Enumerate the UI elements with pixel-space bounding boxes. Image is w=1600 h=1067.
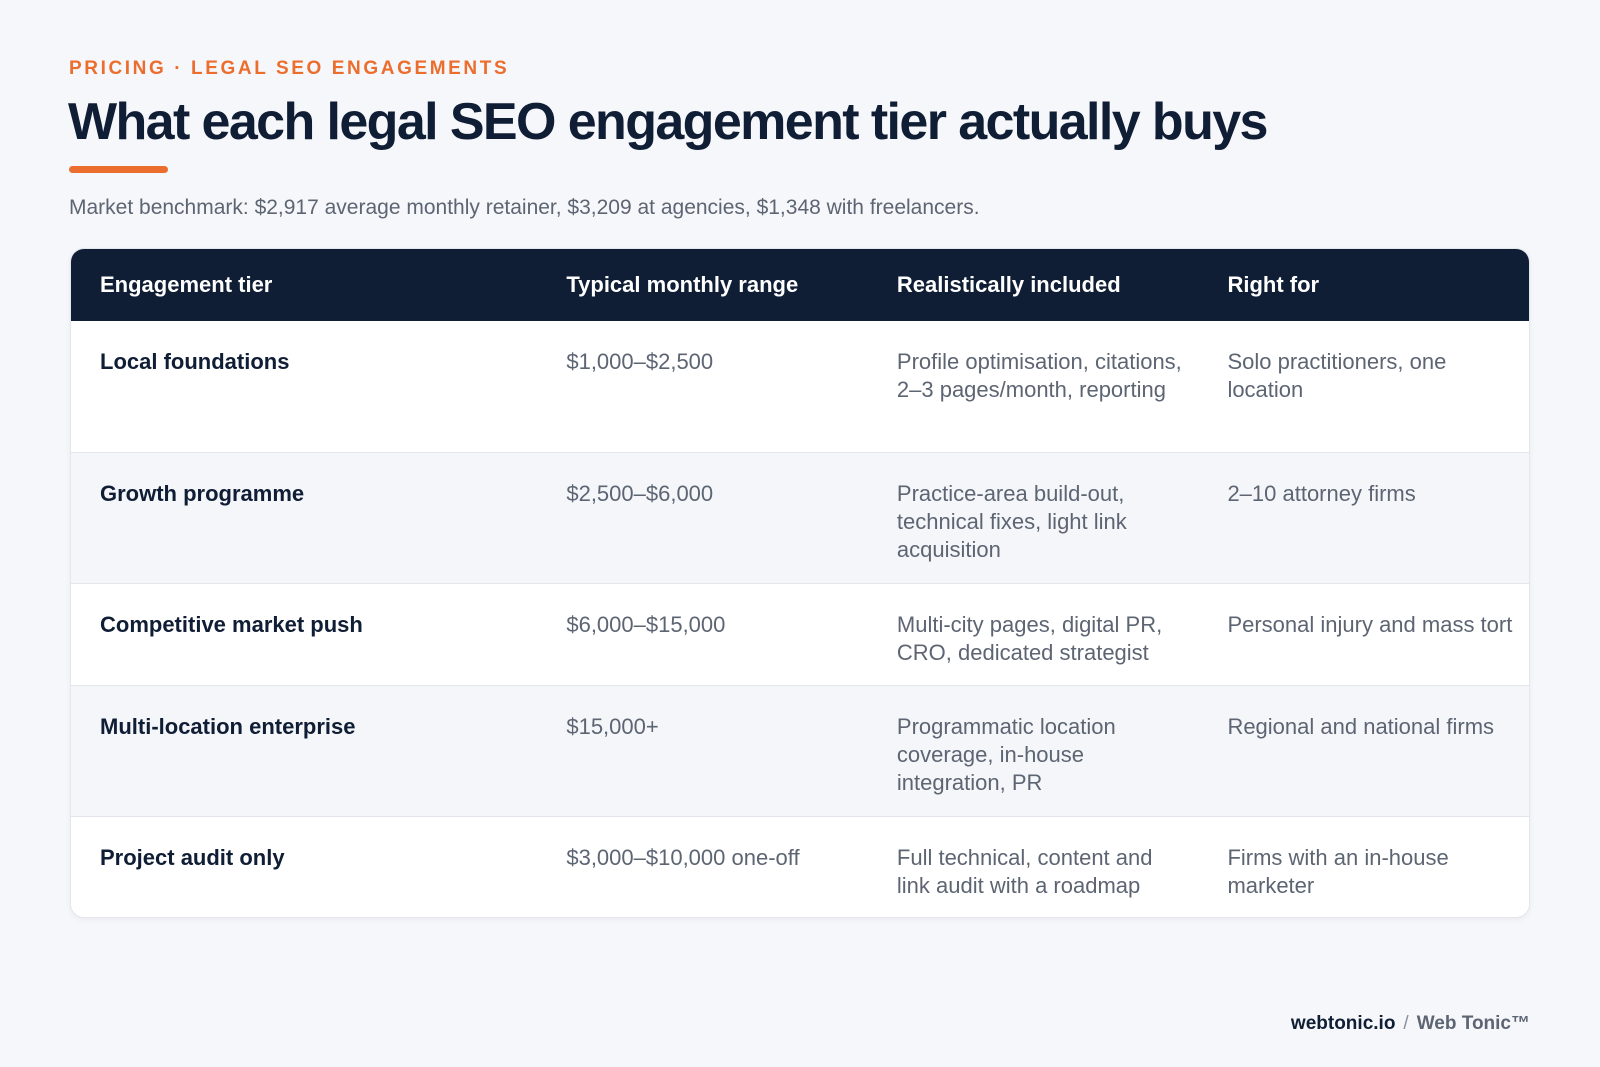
column-header-right-for: Right for <box>1227 272 1320 297</box>
footer-separator: / <box>1403 1013 1409 1034</box>
right-for-cell: 2–10 attorney firms <box>1227 481 1416 506</box>
range-cell: $2,500–$6,000 <box>566 481 714 506</box>
column-header-range: Typical monthly range <box>566 272 799 297</box>
included-cell: Full technical, content and link audit w… <box>896 845 1153 898</box>
table-row: Project audit only $3,000–$10,000 one-of… <box>71 816 1529 917</box>
tier-cell: Project audit only <box>100 845 285 870</box>
table-row: Growth programme $2,500–$6,000 Practice-… <box>71 452 1529 583</box>
tier-cell: Local foundations <box>100 349 290 374</box>
kicker-label: PRICING · LEGAL SEO ENGAGEMENTS <box>69 58 510 79</box>
tier-cell: Growth programme <box>100 481 305 506</box>
right-for-cell: Solo practitioners, one location <box>1227 349 1447 402</box>
right-for-cell: Regional and national firms <box>1227 714 1495 739</box>
right-for-cell: Firms with an in-house marketer <box>1227 845 1449 898</box>
benchmark-subtitle: Market benchmark: $2,917 average monthly… <box>69 196 980 219</box>
table-row: Multi-location enterprise $15,000+ Progr… <box>71 685 1529 816</box>
range-cell: $1,000–$2,500 <box>566 349 714 374</box>
column-header-included: Realistically included <box>896 272 1121 297</box>
footer-site-link[interactable]: webtonic.io <box>1290 1013 1396 1034</box>
range-cell: $3,000–$10,000 one-off <box>566 845 800 870</box>
range-cell: $6,000–$15,000 <box>566 612 726 637</box>
footer-credit: webtonic.io / Web Tonic™ <box>1291 1013 1530 1035</box>
included-cell: Multi-city pages, digital PR, CRO, dedic… <box>896 612 1163 665</box>
included-cell: Practice-area build-out, technical fixes… <box>896 481 1127 562</box>
table-header: Engagement tier Typical monthly range Re… <box>71 249 1529 321</box>
pricing-table: Engagement tier Typical monthly range Re… <box>70 248 1530 918</box>
page-title: What each legal SEO engagement tier actu… <box>68 93 1268 151</box>
included-cell: Programmatic location coverage, in-house… <box>896 714 1116 795</box>
title-accent-bar <box>69 166 168 173</box>
right-for-cell: Personal injury and mass tort <box>1227 612 1513 637</box>
included-cell: Profile optimisation, citations, 2–3 pag… <box>896 349 1182 402</box>
tier-cell: Competitive market push <box>100 612 363 637</box>
table-row: Local foundations $1,000–$2,500 Profile … <box>71 321 1529 452</box>
range-cell: $15,000+ <box>566 714 659 739</box>
column-header-tier: Engagement tier <box>100 272 273 297</box>
table-row: Competitive market push $6,000–$15,000 M… <box>71 583 1529 685</box>
tier-cell: Multi-location enterprise <box>100 714 356 739</box>
footer-brand: Web Tonic™ <box>1416 1013 1530 1034</box>
